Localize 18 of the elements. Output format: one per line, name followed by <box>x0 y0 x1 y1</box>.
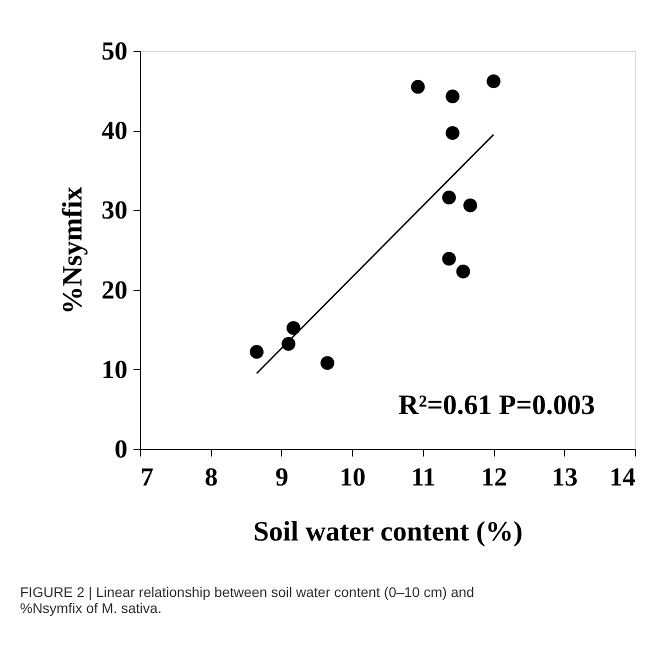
annotation: R²=0.61 P=0.003 <box>398 390 595 421</box>
x-tick-label: 8 <box>204 462 218 492</box>
y-tick-label: 0 <box>114 434 128 464</box>
x-tick-label: 7 <box>140 462 154 492</box>
y-axis-title: %Nsymfix <box>58 186 88 314</box>
x-tick-label: 12 <box>481 462 508 492</box>
y-tick-label: 30 <box>102 196 128 225</box>
x-tick-label: 10 <box>340 462 366 492</box>
y-tick-label: 20 <box>102 275 128 304</box>
x-tick-label: 13 <box>552 462 578 492</box>
y-tick-label: 40 <box>102 116 128 146</box>
x-tick-label: 11 <box>411 462 436 492</box>
x-tick-label: 9 <box>275 462 288 492</box>
caption: FIGURE 2 | Linear relationship between soil water content (0–10 cm) and %Nsymfix of M. sativa. <box>20 584 474 616</box>
y-tick-label: 10 <box>102 354 128 384</box>
y-tick-label: 50 <box>102 36 128 66</box>
x-tick-label: 14 <box>610 462 636 492</box>
x-axis-title: Soil water content (%) <box>253 516 523 548</box>
